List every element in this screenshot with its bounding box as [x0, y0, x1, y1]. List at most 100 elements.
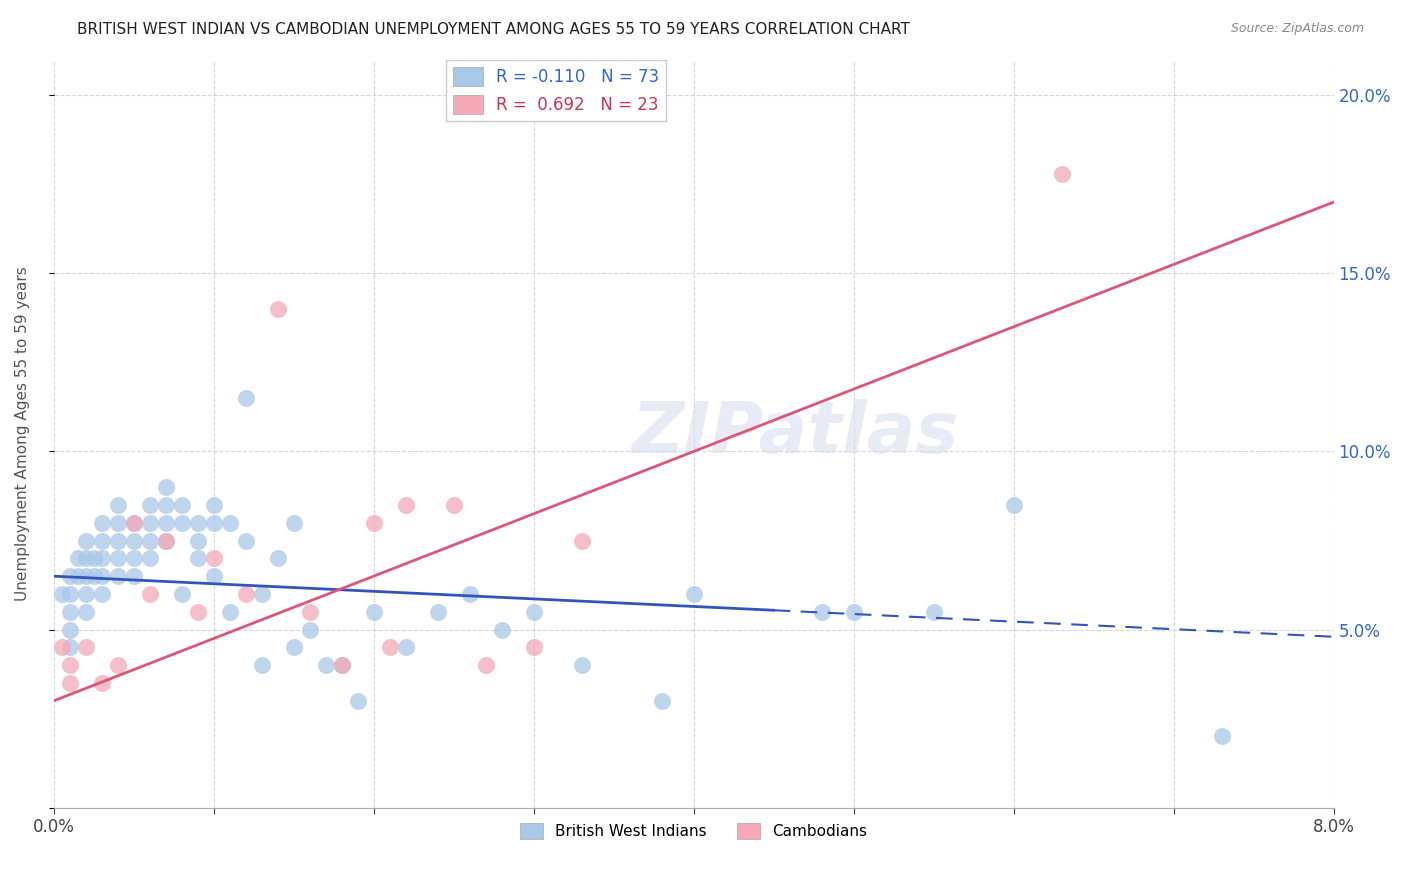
Point: [283, 516, 305, 530]
Point: [298, 623, 321, 637]
Point: [107, 658, 129, 673]
Point: [394, 498, 416, 512]
Point: [250, 658, 273, 673]
Point: [202, 516, 225, 530]
Point: [90, 516, 112, 530]
Point: [474, 658, 496, 673]
Point: [202, 551, 225, 566]
Point: [922, 605, 945, 619]
Point: [90, 551, 112, 566]
Point: [107, 551, 129, 566]
Point: [59, 587, 82, 601]
Point: [90, 569, 112, 583]
Point: [122, 551, 145, 566]
Point: [394, 640, 416, 655]
Point: [363, 516, 385, 530]
Point: [59, 658, 82, 673]
Point: [83, 551, 105, 566]
Point: [138, 533, 160, 548]
Point: [90, 533, 112, 548]
Point: [155, 498, 177, 512]
Point: [202, 498, 225, 512]
Point: [122, 533, 145, 548]
Point: [170, 498, 193, 512]
Point: [138, 498, 160, 512]
Text: BRITISH WEST INDIAN VS CAMBODIAN UNEMPLOYMENT AMONG AGES 55 TO 59 YEARS CORRELAT: BRITISH WEST INDIAN VS CAMBODIAN UNEMPLO…: [77, 22, 910, 37]
Point: [187, 533, 209, 548]
Point: [122, 516, 145, 530]
Point: [330, 658, 353, 673]
Point: [346, 694, 368, 708]
Point: [363, 605, 385, 619]
Point: [810, 605, 832, 619]
Point: [138, 516, 160, 530]
Point: [59, 676, 82, 690]
Point: [458, 587, 481, 601]
Point: [90, 587, 112, 601]
Point: [155, 533, 177, 548]
Point: [75, 551, 97, 566]
Point: [90, 676, 112, 690]
Point: [155, 533, 177, 548]
Point: [283, 640, 305, 655]
Point: [235, 391, 257, 405]
Point: [155, 516, 177, 530]
Point: [59, 605, 82, 619]
Point: [107, 569, 129, 583]
Point: [107, 533, 129, 548]
Point: [59, 569, 82, 583]
Point: [170, 516, 193, 530]
Point: [426, 605, 449, 619]
Point: [66, 551, 89, 566]
Point: [202, 569, 225, 583]
Point: [651, 694, 673, 708]
Point: [491, 623, 513, 637]
Point: [378, 640, 401, 655]
Point: [155, 480, 177, 494]
Point: [682, 587, 704, 601]
Point: [138, 551, 160, 566]
Point: [75, 605, 97, 619]
Text: Source: ZipAtlas.com: Source: ZipAtlas.com: [1230, 22, 1364, 36]
Point: [187, 605, 209, 619]
Point: [235, 533, 257, 548]
Point: [842, 605, 865, 619]
Point: [266, 301, 288, 316]
Point: [170, 587, 193, 601]
Point: [59, 623, 82, 637]
Point: [250, 587, 273, 601]
Point: [59, 640, 82, 655]
Point: [122, 516, 145, 530]
Point: [187, 551, 209, 566]
Point: [571, 658, 593, 673]
Legend: British West Indians, Cambodians: British West Indians, Cambodians: [513, 817, 873, 845]
Point: [1002, 498, 1025, 512]
Point: [51, 587, 73, 601]
Point: [122, 569, 145, 583]
Point: [75, 533, 97, 548]
Y-axis label: Unemployment Among Ages 55 to 59 years: Unemployment Among Ages 55 to 59 years: [15, 267, 30, 601]
Point: [523, 640, 546, 655]
Point: [298, 605, 321, 619]
Point: [523, 605, 546, 619]
Point: [107, 516, 129, 530]
Point: [83, 569, 105, 583]
Point: [1050, 167, 1073, 181]
Point: [138, 587, 160, 601]
Point: [107, 498, 129, 512]
Point: [66, 569, 89, 583]
Point: [75, 569, 97, 583]
Point: [218, 605, 240, 619]
Point: [443, 498, 465, 512]
Text: ZIPatlas: ZIPatlas: [633, 400, 960, 468]
Point: [1211, 730, 1233, 744]
Point: [75, 640, 97, 655]
Point: [218, 516, 240, 530]
Point: [315, 658, 337, 673]
Point: [75, 587, 97, 601]
Point: [266, 551, 288, 566]
Point: [235, 587, 257, 601]
Point: [330, 658, 353, 673]
Point: [187, 516, 209, 530]
Point: [51, 640, 73, 655]
